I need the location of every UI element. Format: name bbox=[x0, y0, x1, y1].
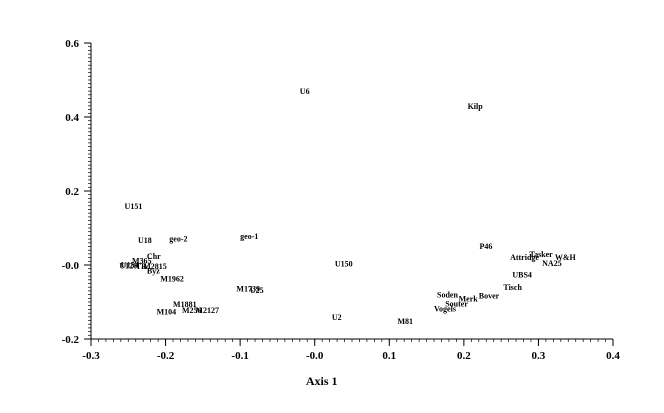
x-tick-label: -0.2 bbox=[157, 350, 175, 362]
point-label: U151 bbox=[125, 202, 143, 211]
point-label: UBS4 bbox=[512, 270, 532, 279]
x-tick-label: -0.3 bbox=[82, 350, 100, 362]
point-label: Chr bbox=[147, 252, 161, 261]
point-label: Vogels bbox=[434, 305, 456, 314]
point-label: Attridge bbox=[510, 253, 539, 262]
point-label: Tasker bbox=[529, 250, 553, 259]
point-label: Soden bbox=[437, 291, 458, 300]
point-label: M1739 bbox=[236, 285, 260, 294]
point-label: U150 bbox=[335, 260, 353, 269]
point-label: Souter bbox=[445, 299, 468, 308]
y-tick-label: -0.2 bbox=[62, 334, 80, 346]
y-tick-label: 0.4 bbox=[65, 112, 79, 124]
point-label: Kilp bbox=[468, 102, 484, 111]
x-tick-label: 0.4 bbox=[606, 350, 620, 362]
y-tick-label: 0.6 bbox=[65, 38, 79, 50]
point-label: M256 bbox=[182, 306, 202, 315]
point-label: U154 bbox=[121, 261, 139, 270]
point-label: Tisch bbox=[503, 283, 522, 292]
point-label: U6 bbox=[300, 87, 310, 96]
point-labels: U6 Kilp U151 U18 geo-2 geo-1 ChrM365U154U120TR… bbox=[119, 87, 576, 326]
point-label: W&H bbox=[555, 253, 577, 262]
point-label: U25 bbox=[250, 286, 264, 295]
point-label: TR bbox=[136, 262, 147, 271]
y-tick-label: 0.2 bbox=[65, 186, 79, 198]
point-label: geo-1 bbox=[240, 232, 258, 241]
point-label: M81 bbox=[397, 317, 413, 326]
point-label: Merk bbox=[459, 294, 479, 303]
x-axis-title: Axis 1 bbox=[306, 374, 338, 388]
point-label: U18 bbox=[138, 236, 152, 245]
point-label: NA25 bbox=[542, 259, 562, 268]
point-label: M1962 bbox=[160, 274, 184, 283]
x-tick-label: 0.3 bbox=[532, 350, 546, 362]
axes: -0.3 -0.2 -0.1 -0.0 0.1 0.2 0.3 0.4-0.2-0.00.20… bbox=[62, 38, 621, 362]
point-label: M2815 bbox=[143, 262, 167, 271]
point-label: Bover bbox=[479, 292, 500, 301]
point-label: Byz bbox=[147, 267, 160, 276]
point-label: M1881 bbox=[173, 300, 197, 309]
point-label: U120 bbox=[119, 262, 137, 271]
point-label: P46 bbox=[480, 242, 493, 251]
x-tick-label: -0.0 bbox=[306, 350, 324, 362]
point-label: M2127 bbox=[195, 306, 219, 315]
point-label: U2 bbox=[332, 313, 342, 322]
point-label: M104 bbox=[157, 307, 177, 316]
x-tick-label: 0.2 bbox=[457, 350, 471, 362]
y-tick-label: -0.0 bbox=[62, 260, 80, 272]
x-tick-label: -0.1 bbox=[231, 350, 248, 362]
point-label: geo-2 bbox=[169, 234, 187, 243]
x-tick-label: 0.1 bbox=[382, 350, 396, 362]
point-label: M365 bbox=[132, 257, 152, 266]
